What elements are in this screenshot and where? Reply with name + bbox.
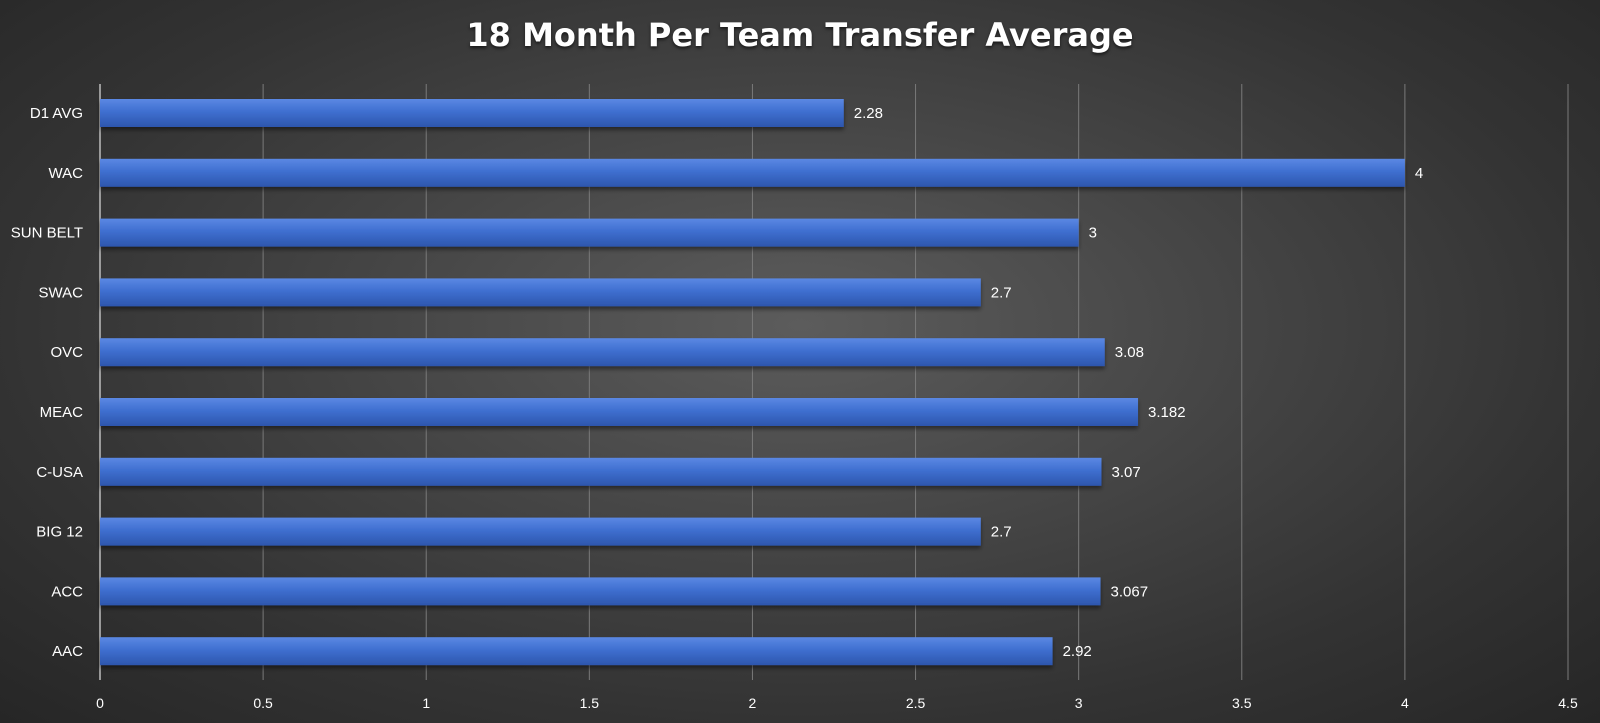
x-tick-label: 2 — [749, 695, 757, 711]
bar — [100, 637, 1053, 666]
x-tick-label: 1 — [422, 695, 430, 711]
data-label: 3.07 — [1112, 464, 1141, 481]
chart-title: 18 Month Per Team Transfer Average — [466, 16, 1134, 54]
bar — [100, 338, 1105, 367]
x-tick-label: 4 — [1401, 695, 1409, 711]
x-tick-label: 0.5 — [253, 695, 273, 711]
category-label: D1 AVG — [30, 105, 83, 122]
data-label: 3 — [1089, 225, 1097, 242]
category-label: BIG 12 — [36, 524, 83, 541]
data-label: 2.7 — [991, 524, 1012, 541]
bar — [100, 99, 844, 127]
category-label: SWAC — [39, 284, 84, 301]
x-tick-label: 4.5 — [1558, 695, 1578, 711]
bar — [100, 517, 981, 546]
labels: 0 0.5 1 1.5 2 2.5 3 3.5 4 4.5 D1 AVG 2.28 WAC 4 SUN BE… — [11, 105, 1578, 711]
data-label: 2.28 — [854, 105, 883, 122]
data-label: 2.92 — [1063, 643, 1092, 660]
x-tick-label: 0 — [96, 695, 104, 711]
category-label: SUN BELT — [11, 225, 83, 242]
category-label: ACC — [51, 583, 83, 600]
data-label: 2.7 — [991, 284, 1012, 301]
category-label: WAC — [49, 165, 84, 182]
x-tick-label: 3.5 — [1232, 695, 1252, 711]
x-tick-label: 1.5 — [580, 695, 600, 711]
bar — [100, 457, 1102, 486]
category-label: AAC — [52, 643, 83, 660]
data-label: 3.067 — [1111, 583, 1149, 600]
data-label: 4 — [1415, 165, 1423, 182]
data-label: 3.08 — [1115, 344, 1144, 361]
x-tick-label: 2.5 — [906, 695, 926, 711]
bar — [100, 577, 1101, 606]
category-label: OVC — [50, 344, 83, 361]
category-label: MEAC — [40, 404, 84, 421]
category-label: C-USA — [36, 464, 83, 481]
bar — [100, 158, 1405, 187]
bar — [100, 218, 1079, 247]
bar — [100, 398, 1139, 426]
x-tick-label: 3 — [1075, 695, 1083, 711]
bars — [100, 99, 1405, 666]
bar — [100, 278, 981, 307]
data-label: 3.182 — [1148, 404, 1186, 421]
